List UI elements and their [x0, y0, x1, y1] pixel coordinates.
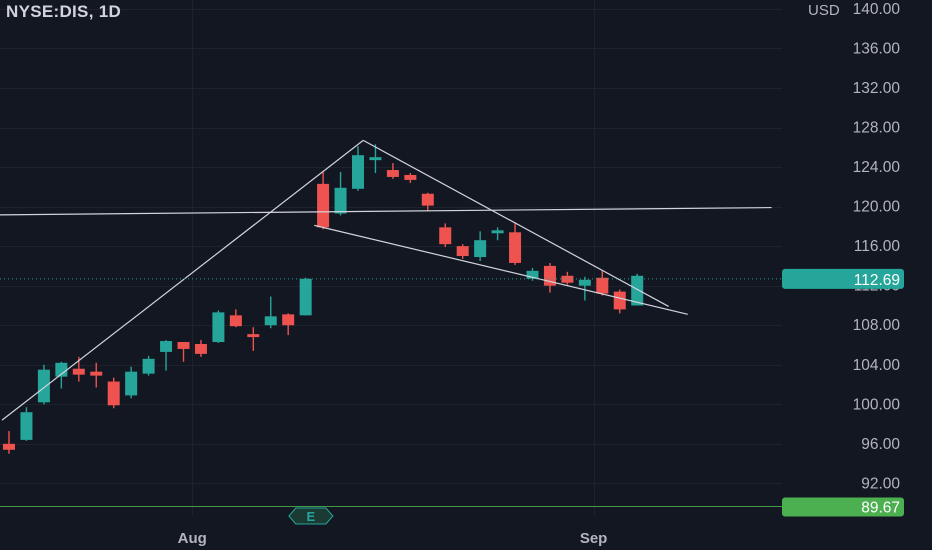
- y-tick-label: 100.00: [853, 396, 901, 413]
- candle-body[interactable]: [578, 279, 591, 286]
- y-tick-label: 120.00: [853, 199, 901, 216]
- candle-body[interactable]: [142, 358, 155, 374]
- y-tick-label: 108.00: [853, 317, 901, 334]
- falling-wedge-lower-line[interactable]: [314, 224, 688, 315]
- horizontal-resistance-line[interactable]: [0, 206, 772, 217]
- y-tick-label: 116.00: [854, 238, 901, 255]
- candle-body[interactable]: [369, 157, 382, 161]
- currency-label: USD: [808, 2, 840, 19]
- candle-body[interactable]: [264, 316, 277, 326]
- last-price-label-bg: [782, 268, 904, 289]
- candle-body[interactable]: [72, 368, 85, 375]
- candle-body[interactable]: [596, 277, 609, 294]
- candle-body[interactable]: [334, 187, 347, 214]
- y-tick-label: 104.00: [853, 357, 901, 374]
- candle-body[interactable]: [177, 342, 190, 349]
- earnings-marker-label: E: [307, 509, 316, 524]
- y-tick-label: 128.00: [853, 120, 901, 137]
- candle-body[interactable]: [386, 170, 399, 177]
- candle-body[interactable]: [55, 362, 68, 377]
- y-tick-label: 136.00: [853, 40, 901, 57]
- y-tick-label: 140.00: [853, 1, 901, 18]
- candle-body[interactable]: [404, 174, 417, 180]
- candle-body[interactable]: [125, 371, 138, 396]
- candle-body[interactable]: [352, 155, 364, 189]
- earnings-marker-icon[interactable]: [288, 507, 334, 525]
- uptrend-line[interactable]: [1, 139, 364, 421]
- candle-body[interactable]: [107, 381, 120, 406]
- candle-body[interactable]: [456, 246, 469, 257]
- candle-body[interactable]: [20, 412, 33, 440]
- y-tick-label: 132.00: [853, 80, 901, 97]
- candle-body[interactable]: [526, 270, 539, 279]
- candle-body[interactable]: [509, 232, 522, 263]
- candle-body[interactable]: [160, 341, 173, 352]
- candle-body[interactable]: [247, 334, 260, 338]
- candle-body[interactable]: [317, 183, 330, 228]
- candle-body[interactable]: [3, 443, 15, 450]
- candle-body[interactable]: [613, 291, 626, 310]
- candle-body[interactable]: [90, 371, 103, 376]
- candle-body[interactable]: [491, 230, 504, 234]
- last-price-label: 112.69: [854, 272, 900, 289]
- candle-body[interactable]: [194, 344, 207, 354]
- candle-body[interactable]: [421, 193, 434, 206]
- y-tick-label: 124.00: [853, 159, 901, 176]
- x-tick-label: Sep: [580, 530, 608, 547]
- falling-wedge-upper-line[interactable]: [362, 139, 669, 307]
- candle-body[interactable]: [299, 278, 312, 316]
- y-tick-label: 92.00: [861, 475, 900, 492]
- lower-price-label-bg: [782, 497, 904, 517]
- candle-body[interactable]: [229, 315, 242, 327]
- lower-price-label: 89.67: [861, 500, 900, 517]
- candle-body[interactable]: [282, 314, 295, 326]
- symbol-title[interactable]: NYSE:DIS, 1D: [6, 2, 122, 21]
- candle-body[interactable]: [439, 227, 452, 245]
- candle-body[interactable]: [631, 275, 644, 306]
- y-tick-label: 96.00: [861, 436, 900, 453]
- candle-body[interactable]: [212, 312, 225, 343]
- candle-body[interactable]: [37, 369, 50, 403]
- candle-body[interactable]: [561, 275, 574, 283]
- candle-body[interactable]: [474, 240, 487, 258]
- x-tick-label: Aug: [178, 530, 207, 547]
